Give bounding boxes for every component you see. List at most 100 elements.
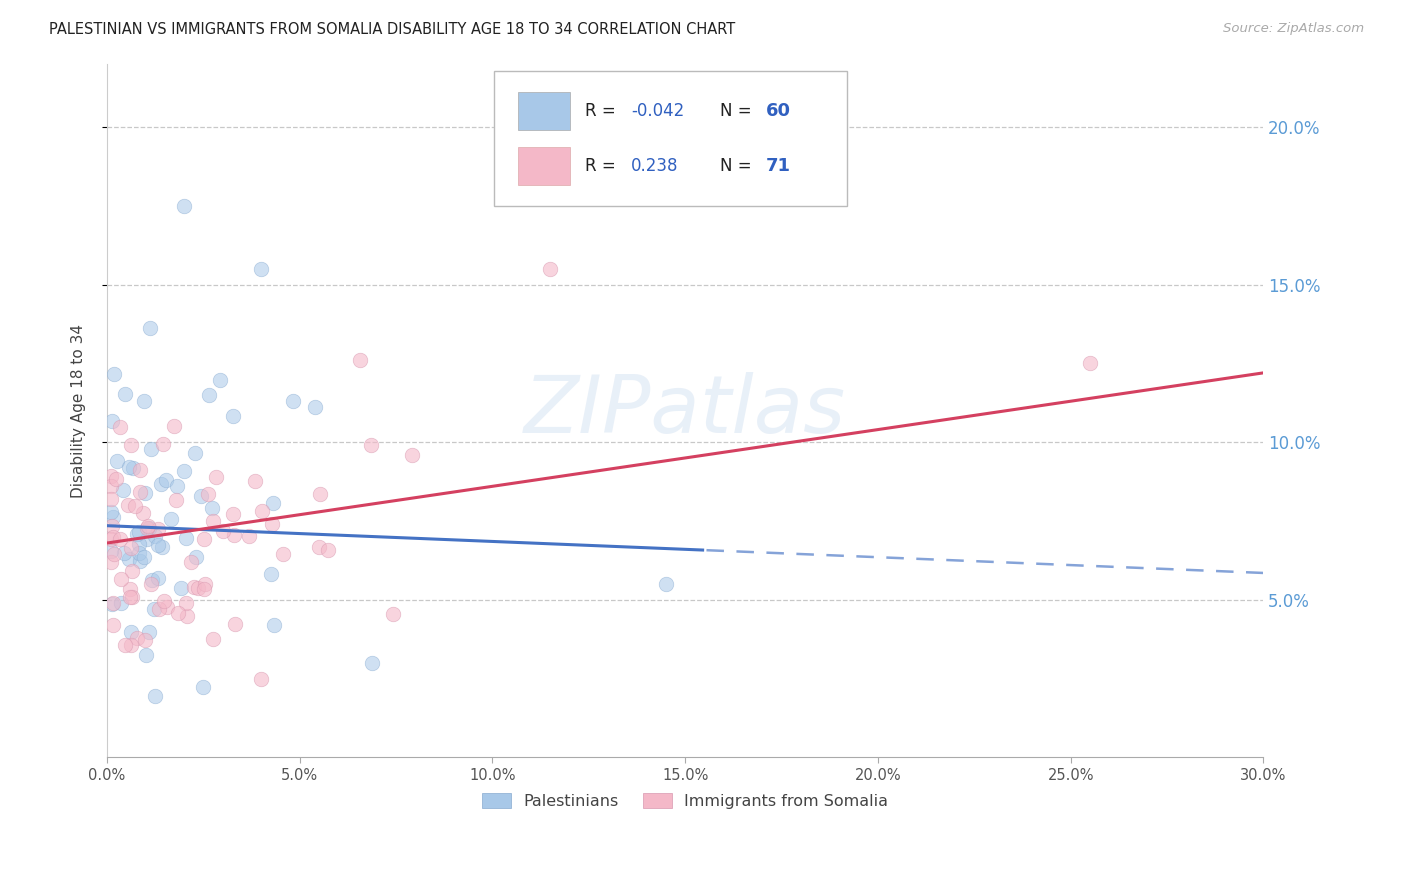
Point xyxy=(110,572,132,586)
Point xyxy=(174,596,197,610)
Point xyxy=(204,470,226,484)
Point xyxy=(153,594,176,608)
Point xyxy=(184,445,207,459)
Point xyxy=(170,581,193,595)
Point xyxy=(360,656,382,670)
Point xyxy=(143,529,166,543)
Point xyxy=(135,648,157,662)
Point xyxy=(163,419,186,434)
Point xyxy=(100,543,122,558)
Point xyxy=(135,520,157,534)
Text: 71: 71 xyxy=(766,157,792,175)
Point xyxy=(101,518,124,533)
Point xyxy=(128,537,150,551)
Point xyxy=(243,474,266,488)
Point xyxy=(197,388,219,402)
Point xyxy=(121,564,143,578)
Point xyxy=(103,596,125,610)
Point xyxy=(187,581,209,595)
Point xyxy=(165,493,187,508)
Point xyxy=(360,438,382,452)
Point xyxy=(156,599,179,614)
Point xyxy=(382,607,405,621)
Point xyxy=(128,524,150,539)
Point xyxy=(194,576,217,591)
Point xyxy=(212,524,235,539)
Point xyxy=(124,499,146,513)
Point xyxy=(100,533,122,547)
Point xyxy=(121,591,143,605)
Point xyxy=(148,538,170,552)
Point xyxy=(222,409,245,424)
Point xyxy=(193,680,215,694)
Point xyxy=(141,573,163,587)
Point xyxy=(1078,356,1101,370)
Point xyxy=(155,473,177,487)
Point xyxy=(174,531,197,545)
Point xyxy=(221,508,243,522)
Point xyxy=(308,541,330,555)
Point xyxy=(271,547,294,561)
Point xyxy=(101,510,124,524)
Point xyxy=(101,598,124,612)
Point xyxy=(150,540,173,554)
Point xyxy=(127,631,149,645)
Point xyxy=(142,602,165,616)
Point xyxy=(201,500,224,515)
Point xyxy=(263,618,285,632)
Point xyxy=(110,532,132,546)
Text: PALESTINIAN VS IMMIGRANTS FROM SOMALIA DISABILITY AGE 18 TO 34 CORRELATION CHART: PALESTINIAN VS IMMIGRANTS FROM SOMALIA D… xyxy=(49,22,735,37)
Point xyxy=(349,353,371,368)
FancyBboxPatch shape xyxy=(517,92,569,130)
Point xyxy=(104,472,127,486)
Text: 60: 60 xyxy=(766,102,792,120)
Point xyxy=(138,521,160,535)
Point xyxy=(148,571,170,585)
Point xyxy=(143,689,166,703)
Point xyxy=(111,483,134,497)
Point xyxy=(100,505,122,519)
Y-axis label: Disability Age 18 to 34: Disability Age 18 to 34 xyxy=(72,324,86,498)
Point xyxy=(101,414,124,428)
Point xyxy=(538,261,561,276)
Point xyxy=(110,595,132,609)
Point xyxy=(118,459,141,474)
Point xyxy=(260,517,283,532)
Point xyxy=(152,436,174,450)
Point xyxy=(120,582,142,596)
Point xyxy=(100,479,122,493)
Point xyxy=(173,464,195,478)
Point xyxy=(136,519,159,533)
Point xyxy=(180,555,202,569)
Point xyxy=(250,261,273,276)
Point xyxy=(316,543,339,558)
Point xyxy=(128,485,150,500)
Point xyxy=(224,616,246,631)
Text: N =: N = xyxy=(720,102,756,120)
Text: ZIPatlas: ZIPatlas xyxy=(524,372,846,450)
Point xyxy=(193,582,215,596)
Point xyxy=(108,420,131,434)
Point xyxy=(186,549,208,564)
Point xyxy=(120,438,142,452)
Point xyxy=(105,454,128,468)
Point xyxy=(166,478,188,492)
Point xyxy=(101,617,124,632)
Point xyxy=(100,469,122,483)
Point xyxy=(139,577,162,591)
Point xyxy=(308,487,330,501)
Point xyxy=(129,554,152,568)
Point xyxy=(252,504,274,518)
Legend: Palestinians, Immigrants from Somalia: Palestinians, Immigrants from Somalia xyxy=(475,786,894,815)
Point xyxy=(222,528,245,542)
Point xyxy=(100,555,122,569)
Point xyxy=(260,567,283,582)
Text: 0.238: 0.238 xyxy=(631,157,678,175)
Point xyxy=(118,552,141,566)
Point xyxy=(120,624,142,639)
Text: -0.042: -0.042 xyxy=(631,102,685,120)
Text: R =: R = xyxy=(585,102,620,120)
Point xyxy=(176,608,198,623)
Point xyxy=(159,512,181,526)
Point xyxy=(148,602,170,616)
